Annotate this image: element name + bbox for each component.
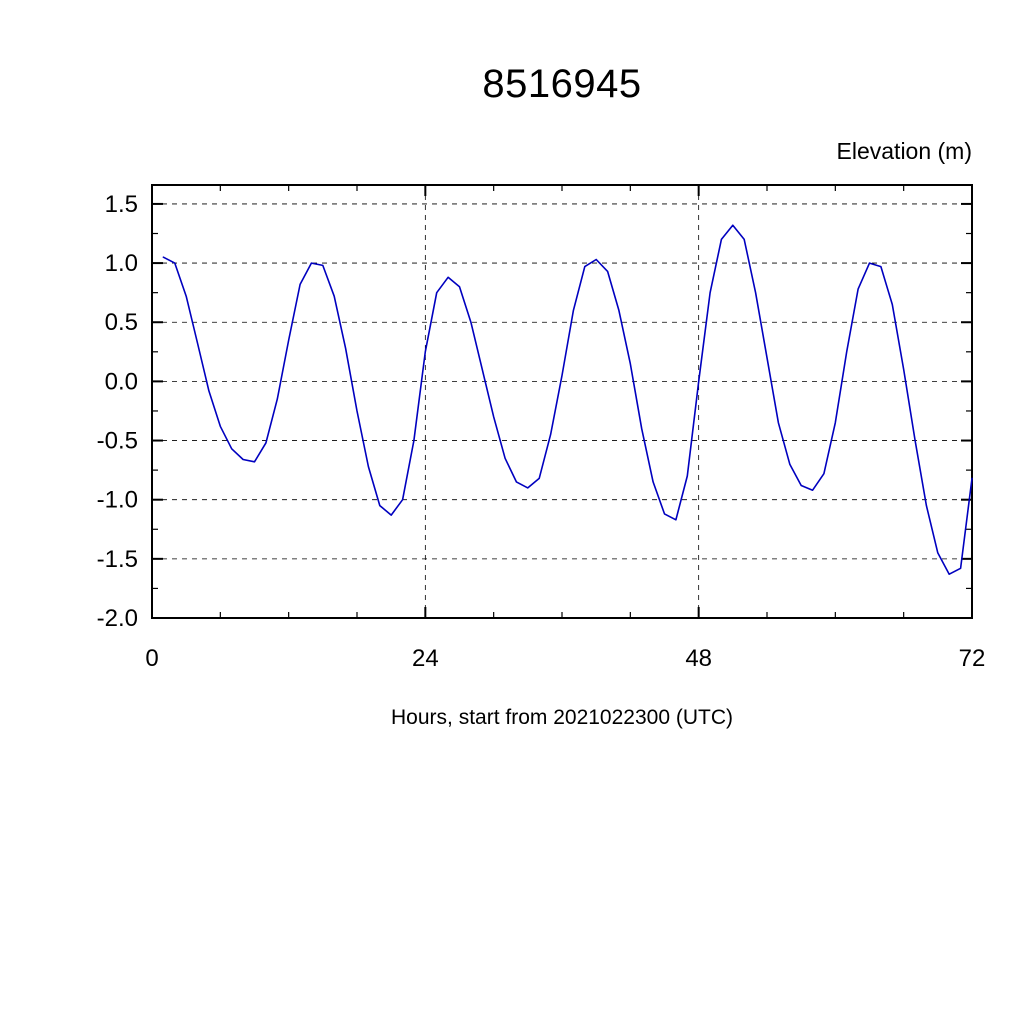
x-tick-label: 0 — [145, 645, 158, 672]
y-tick-label: -0.5 — [97, 428, 138, 455]
plot-frame — [151, 184, 973, 619]
chart-title: 8516945 — [482, 62, 642, 106]
y-tick-label: -1.0 — [97, 487, 138, 514]
x-tick-label: 48 — [685, 645, 712, 672]
y-tick-label: 0.0 — [105, 368, 138, 395]
y-tick-label: 0.5 — [105, 309, 138, 336]
y-tick-label: -2.0 — [97, 605, 138, 632]
y-axis-title: Elevation (m) — [836, 138, 972, 164]
y-tick-label: 1.5 — [105, 191, 138, 218]
x-tick-label: 72 — [959, 645, 986, 672]
y-tick-label: -1.5 — [97, 546, 138, 573]
x-axis-title: Hours, start from 2021022300 (UTC) — [391, 706, 733, 729]
elevation-line — [162, 224, 973, 576]
x-tick-label: 24 — [412, 645, 439, 672]
y-tick-label: 1.0 — [105, 250, 138, 277]
